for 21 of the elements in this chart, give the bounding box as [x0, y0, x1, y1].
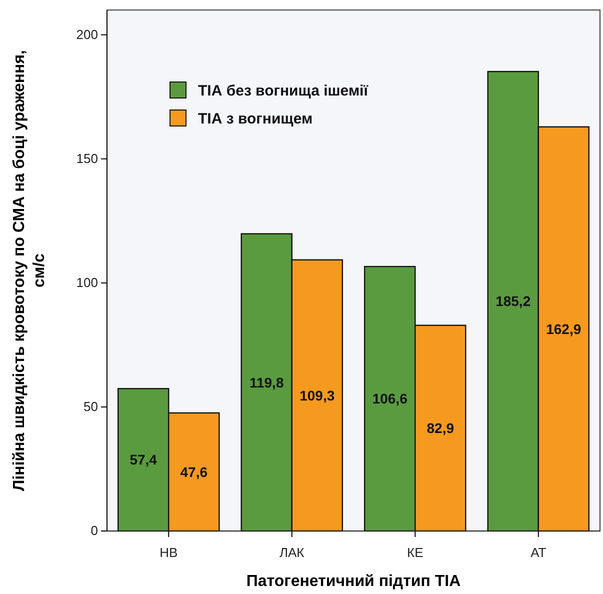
x-tick-label: НВ — [160, 544, 178, 560]
y-tick-label: 150 — [76, 151, 98, 166]
data-label: 109,3 — [300, 387, 335, 404]
x-tick-label: ЛАК — [279, 544, 305, 560]
data-label: 106,6 — [372, 390, 408, 407]
data-label: 119,8 — [249, 374, 284, 390]
y-tick-label: 0 — [90, 523, 98, 538]
data-label: 57,4 — [130, 452, 158, 468]
y-tick-label: 100 — [76, 275, 98, 290]
y-axis-title: Лінійна швидкість кровотоку по СМА на боці ураження, см/с — [11, 50, 48, 492]
legend-label: ТІА без вогнища ішемії — [198, 82, 369, 100]
x-axis-title: Патогенетичний підтип ТІА — [246, 573, 462, 590]
data-label: 162,9 — [546, 320, 582, 337]
x-tick-label: АТ — [530, 544, 546, 560]
y-tick-label: 50 — [84, 399, 98, 414]
data-label: 47,6 — [180, 464, 208, 480]
x-tick-label: КЕ — [407, 544, 424, 560]
data-label: 185,2 — [496, 293, 531, 310]
data-label: 82,9 — [426, 420, 454, 436]
legend-label: ТІА з вогнищем — [198, 110, 313, 128]
y-tick-label: 200 — [76, 26, 98, 42]
